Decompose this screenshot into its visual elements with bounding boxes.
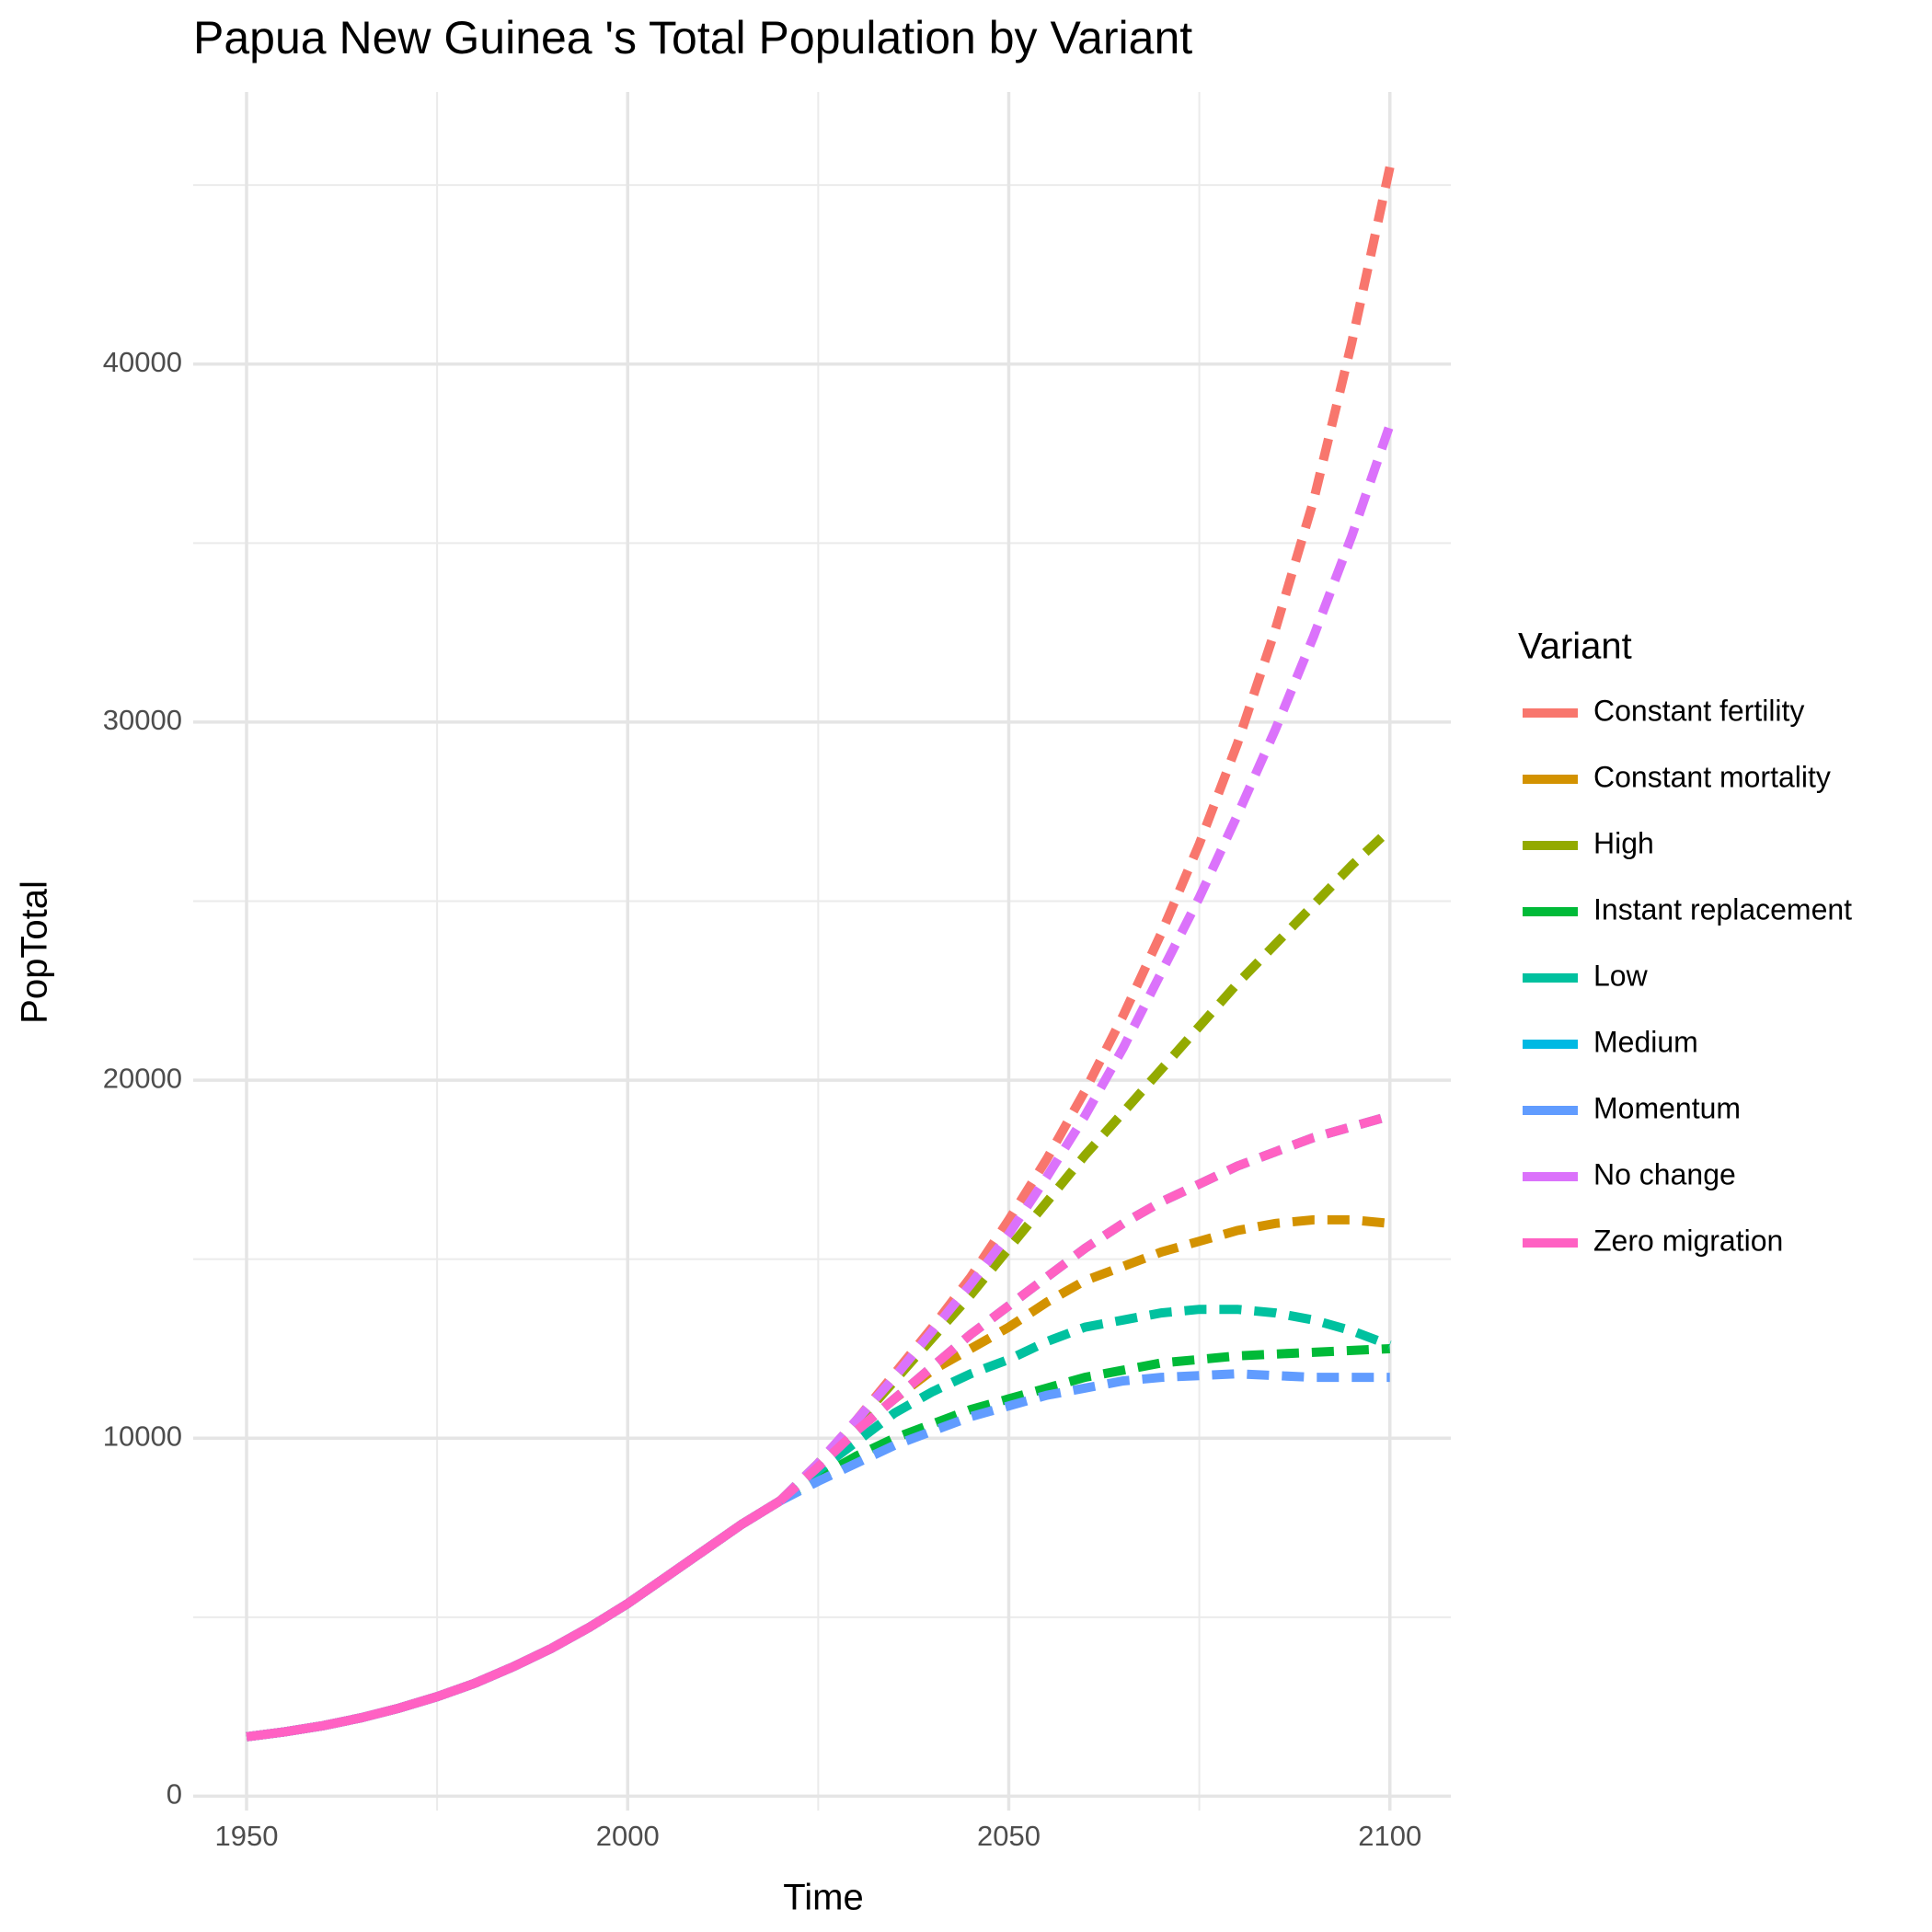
projection-line	[776, 1111, 1392, 1505]
y-axis-title: PopTotal	[15, 880, 55, 1024]
history-line	[246, 1497, 783, 1742]
x-tick-label: 1950	[215, 1820, 279, 1852]
projection-line	[776, 826, 1394, 1504]
projection-line	[777, 1344, 1390, 1505]
legend-label: Constant mortality	[1593, 760, 1831, 793]
projection-line	[776, 1111, 1392, 1505]
legend-label: No change	[1593, 1157, 1736, 1190]
projection-line	[776, 166, 1395, 1504]
y-tick-label: 30000	[103, 704, 182, 736]
history-line	[246, 1497, 783, 1742]
y-tick-label: 10000	[103, 1420, 182, 1452]
legend-label: Instant replacement	[1593, 892, 1852, 926]
x-tick-label: 2100	[1358, 1820, 1421, 1852]
y-tick-label: 20000	[103, 1062, 182, 1094]
history-line	[246, 1497, 783, 1742]
legend-label: Zero migration	[1593, 1224, 1783, 1257]
history-line	[246, 1497, 783, 1742]
x-tick-label: 2050	[977, 1820, 1041, 1852]
history-line	[246, 1497, 783, 1742]
y-tick-label: 40000	[103, 346, 182, 378]
history-line	[246, 1497, 783, 1742]
history-line	[246, 1497, 783, 1742]
legend-label: Constant fertility	[1593, 694, 1804, 727]
x-tick-label: 2000	[596, 1820, 660, 1852]
legend-label: Low	[1593, 959, 1649, 992]
y-tick-label: 0	[167, 1778, 182, 1811]
projection-line	[776, 1214, 1391, 1505]
projection-line	[777, 1369, 1390, 1505]
x-axis-title: Time	[783, 1878, 863, 1918]
legend-title: Variant	[1518, 627, 1632, 667]
history-line	[246, 1497, 783, 1742]
legend-label: Medium	[1593, 1025, 1698, 1058]
chart-title: Papua New Guinea 's Total Population by …	[193, 12, 1192, 63]
legend-label: Momentum	[1593, 1091, 1741, 1124]
projection-line	[776, 423, 1395, 1504]
history-line	[246, 1497, 783, 1742]
projection-line	[776, 1305, 1392, 1505]
legend-label: High	[1593, 826, 1654, 859]
